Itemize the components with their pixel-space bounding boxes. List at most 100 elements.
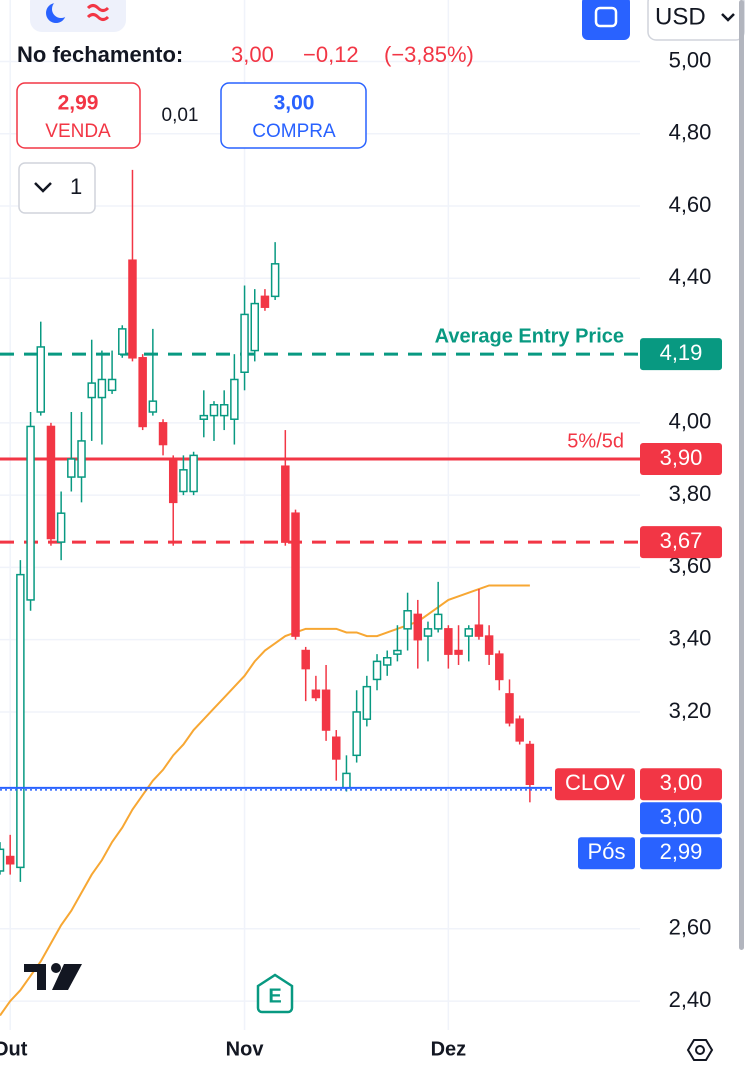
- candle-body: [46, 425, 56, 540]
- candle-body: [281, 465, 290, 543]
- waves-icon: [86, 4, 110, 21]
- y-tick-label: 3,80: [669, 481, 712, 506]
- last-price-tag-bg: [640, 768, 722, 801]
- close-label: No fechamento:: [17, 42, 183, 67]
- candle-body: [16, 573, 25, 869]
- event-marker: E: [268, 985, 281, 1007]
- candle-body: [382, 657, 392, 666]
- chevron: [721, 13, 735, 22]
- level-text: Average Entry Price: [435, 325, 624, 347]
- level-text: 5%/5d: [567, 430, 624, 452]
- sell-label: VENDA: [45, 121, 111, 142]
- candle-body: [474, 624, 484, 637]
- candle-body: [403, 610, 412, 630]
- x-tick-label: Out: [0, 1038, 28, 1060]
- symbol-tag-bg: [555, 768, 635, 801]
- x-tick-label: Dez: [431, 1038, 467, 1060]
- candle-body: [444, 628, 453, 655]
- buy-label: COMPRA: [252, 121, 336, 142]
- y-tick-label: 2,60: [669, 915, 712, 940]
- candle-body: [148, 400, 158, 413]
- moon-cut: [52, 0, 70, 18]
- chevron: [34, 182, 52, 193]
- candle-body: [77, 440, 86, 478]
- candle-body: [495, 653, 504, 681]
- candle-body: [26, 425, 35, 601]
- candle-body: [362, 685, 372, 720]
- last-price-tag: 3,00: [660, 770, 703, 795]
- sell-price: 2,99: [58, 92, 99, 115]
- tv-logo-dot: [51, 963, 61, 973]
- spread: 0,01: [162, 105, 199, 126]
- level-tag: 4,19: [660, 340, 703, 365]
- candle-body: [0, 848, 5, 872]
- y-tick-label: 2,40: [669, 987, 712, 1012]
- candle-body: [87, 382, 96, 399]
- close-value: 3,00: [231, 42, 274, 67]
- candle-body: [301, 649, 310, 670]
- candle-body: [332, 736, 341, 760]
- candle-body: [219, 404, 229, 417]
- candle-body: [118, 328, 127, 355]
- settings-icon[interactable]: [686, 1039, 714, 1061]
- symbol-tag: CLOV: [565, 770, 625, 795]
- candle-body: [260, 295, 270, 308]
- fullscreen-icon: [594, 6, 618, 28]
- candle-body: [67, 458, 76, 478]
- candle-body: [413, 613, 423, 641]
- candle-body: [372, 660, 382, 681]
- level-tag-bg: [640, 442, 722, 475]
- y-tick-label: 4,80: [669, 120, 712, 145]
- candle-body: [250, 302, 259, 352]
- candle-body: [423, 628, 433, 637]
- candle-body: [525, 743, 535, 785]
- quantity-button[interactable]: [18, 162, 96, 214]
- y-tick-label: 4,00: [669, 409, 712, 434]
- change-pct: (−3,85%): [384, 42, 474, 67]
- y-tick-label: 5,00: [669, 47, 712, 72]
- position-text-tag-bg: [578, 837, 635, 870]
- ask-tag-bg: [640, 802, 722, 835]
- moving-average: [0, 584, 530, 1017]
- fullscreen-button[interactable]: [582, 0, 630, 40]
- scrollbar[interactable]: [739, 0, 744, 950]
- candle-body: [464, 628, 473, 637]
- candle-body: [97, 378, 107, 399]
- sell-button[interactable]: [16, 82, 141, 149]
- change: −0,12: [303, 42, 359, 67]
- candle-body: [179, 469, 188, 493]
- candle-body: [321, 689, 331, 731]
- indicator-pill[interactable]: [30, 0, 126, 32]
- candle-body: [291, 512, 300, 637]
- plot-area: 5,004,804,604,404,003,803,603,403,202,60…: [0, 0, 722, 1060]
- overlay-ui: USD No fechamento: 3,00 −0,12 (−3,85%) 2…: [16, 0, 745, 1061]
- y-tick-label: 3,40: [669, 625, 712, 650]
- level-tag: 3,67: [660, 528, 703, 553]
- ask-tag: 3,00: [660, 804, 703, 829]
- candle-body: [393, 649, 402, 655]
- buy-price: 3,00: [274, 92, 315, 115]
- settings-icon-center: [695, 1045, 705, 1055]
- candle-body: [158, 422, 168, 446]
- candle-body: [230, 378, 239, 420]
- candle-body: [128, 259, 137, 359]
- candle-body: [311, 689, 321, 699]
- candle-body: [484, 635, 494, 655]
- candle-body: [515, 718, 524, 742]
- quantity: 1: [70, 174, 82, 199]
- level-tag: 3,90: [660, 445, 703, 470]
- tv-logo: [24, 964, 82, 990]
- candle-body: [352, 711, 361, 757]
- position-text-tag: Pós: [588, 839, 626, 864]
- level-tag-bg: [640, 526, 722, 559]
- x-tick-label: Nov: [226, 1038, 265, 1060]
- position-tag: 2,99: [660, 839, 703, 864]
- buy-button[interactable]: [220, 82, 367, 149]
- candle-body: [270, 263, 280, 298]
- candle-body: [5, 855, 15, 865]
- candle-body: [107, 378, 117, 392]
- candle-body: [56, 512, 66, 543]
- candle-body: [189, 454, 198, 493]
- candle-body: [433, 613, 443, 630]
